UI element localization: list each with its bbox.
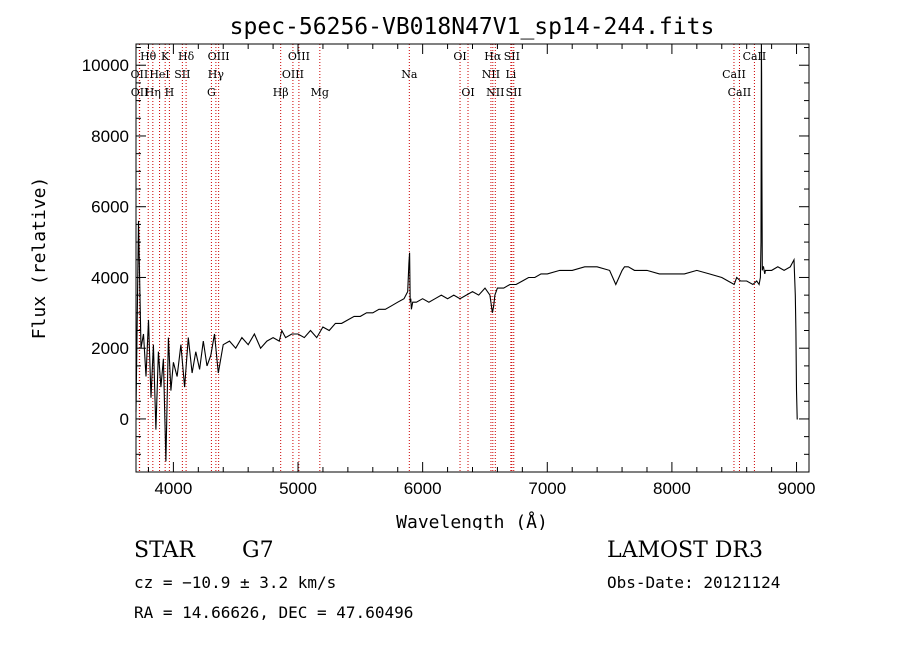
spectrum-chart: spec-56256-VB018N47V1_sp14-244.fits Hθ OI…	[29, 14, 816, 530]
line-label: NII	[486, 86, 504, 99]
y-tick-label: 6000	[91, 198, 129, 217]
x-tick-label: 8000	[653, 479, 691, 498]
line-label: OIII	[282, 68, 304, 81]
line-label: H	[165, 86, 175, 99]
survey-name: LAMOST DR3	[607, 538, 763, 563]
chart-title: spec-56256-VB018N47V1_sp14-244.fits	[230, 14, 715, 40]
line-label: HeI	[149, 68, 169, 81]
redshift-velocity: cz = −10.9 ± 3.2 km/s	[134, 573, 337, 592]
line-label: CaII	[722, 68, 746, 81]
flux-series	[135, 43, 798, 462]
line-label: Hα	[484, 50, 502, 63]
plot-frame	[135, 43, 810, 473]
y-tick-label: 8000	[91, 127, 129, 146]
line-label: Hη	[145, 86, 161, 99]
x-axis-label: Wavelength (Å)	[396, 511, 548, 530]
x-tick-label: 5000	[279, 479, 317, 498]
spectral-line-markers	[138, 44, 755, 472]
y-axis: 0 2000 4000 6000 8000 10000	[82, 47, 809, 455]
line-label: OII	[131, 86, 149, 99]
line-label: OI	[453, 50, 466, 63]
line-label: OII	[131, 68, 149, 81]
observation-date: Obs-Date: 20121124	[607, 573, 781, 592]
y-tick-label: 2000	[91, 339, 129, 358]
y-tick-label: 0	[120, 410, 129, 429]
line-label: NII	[482, 68, 500, 81]
object-class: STAR	[134, 538, 195, 563]
line-label: SII	[504, 50, 520, 63]
spectral-line-labels: Hθ OII OII K HeI Hη SII H Hδ OIII Hγ G Hβ OIII OIII Mg N…	[131, 50, 767, 99]
coordinates: RA = 14.66626, DEC = 47.60496	[134, 603, 414, 622]
line-label: OIII	[288, 50, 310, 63]
x-tick-label: 7000	[528, 479, 566, 498]
line-label: SII	[174, 68, 190, 81]
flux-line	[135, 43, 798, 462]
x-tick-label: 4000	[154, 479, 192, 498]
x-tick-label: 9000	[778, 479, 816, 498]
line-label: CaII	[743, 50, 767, 63]
x-tick-label: 6000	[404, 479, 442, 498]
line-label: OIII	[208, 50, 230, 63]
line-label: OI	[461, 86, 474, 99]
line-label: G	[207, 86, 216, 99]
line-label: CaII	[728, 86, 752, 99]
x-axis: 4000 5000 6000 7000 8000 9000	[147, 44, 816, 498]
spectral-subclass: G7	[242, 538, 274, 563]
y-tick-label: 4000	[91, 268, 129, 287]
line-label: Mg	[311, 86, 329, 99]
line-label: Hγ	[208, 68, 225, 81]
line-label: Hθ	[140, 50, 157, 63]
line-label: Li	[505, 68, 516, 81]
y-tick-label: 10000	[82, 56, 129, 75]
line-label: Hβ	[273, 86, 289, 99]
line-label: K	[161, 50, 170, 63]
y-axis-label: Flux (relative)	[29, 177, 50, 340]
line-label: Hδ	[178, 50, 195, 63]
line-label: Na	[401, 68, 418, 81]
line-label: SII	[506, 86, 522, 99]
